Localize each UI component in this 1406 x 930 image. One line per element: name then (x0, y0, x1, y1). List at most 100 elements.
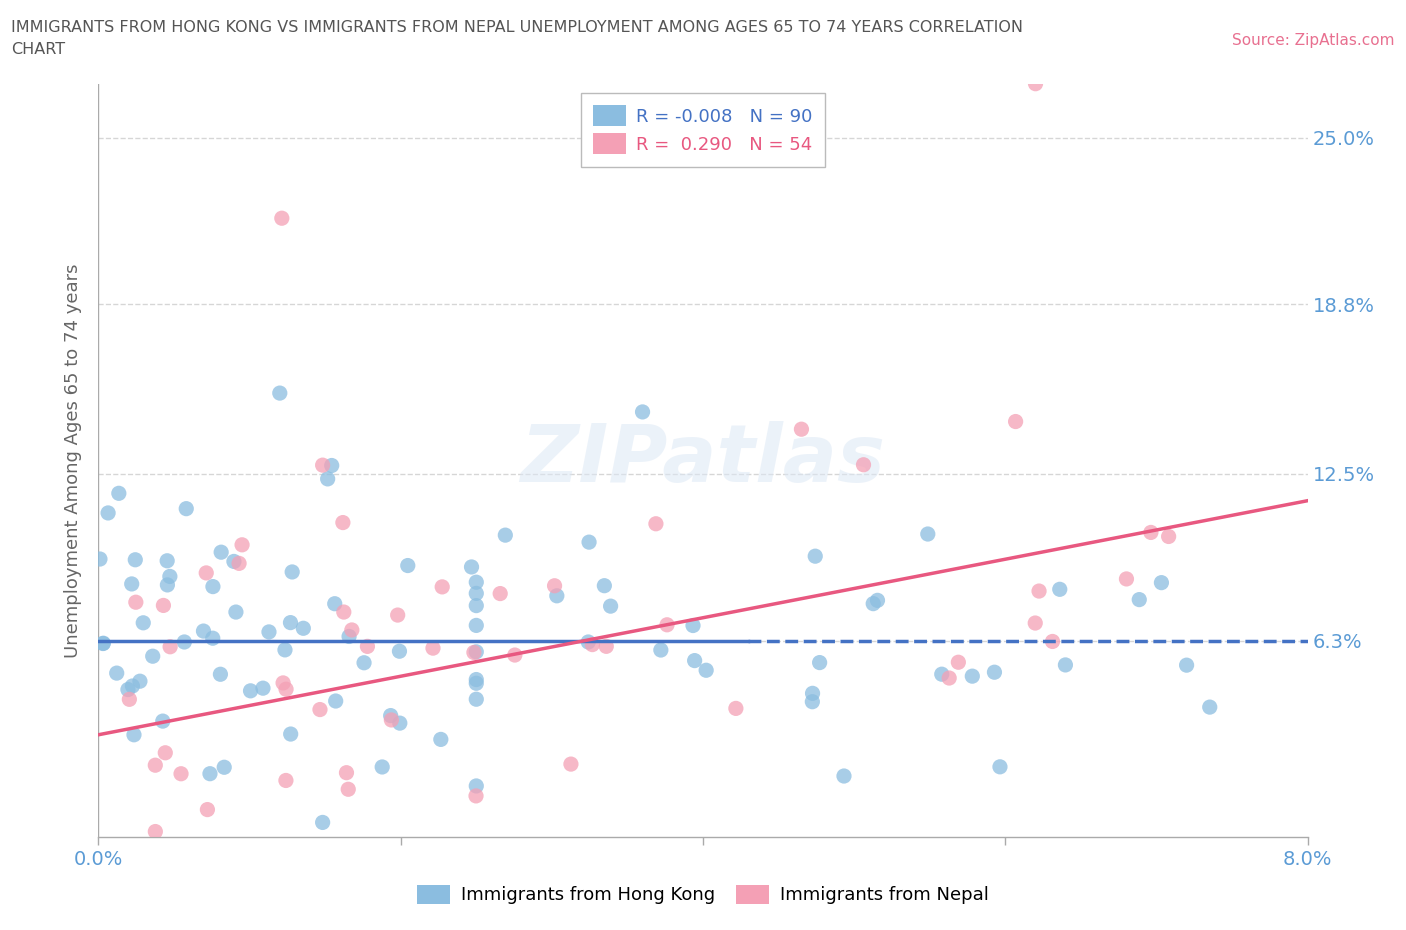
Point (465, 598, 488, 613)
Point (159, 639, 181, 654)
Point (1115, 572, 1137, 587)
Point (808, 655, 831, 670)
Point (152, 598, 174, 613)
Point (645, 516, 668, 531)
Point (430, 732, 453, 747)
Point (578, 535, 600, 550)
Point (494, 527, 516, 542)
Point (195, 565, 218, 580)
Point (325, 694, 347, 709)
Point (274, 773, 297, 788)
Point (581, 637, 603, 652)
Point (489, 586, 512, 601)
Y-axis label: Unemployment Among Ages 65 to 74 years: Unemployment Among Ages 65 to 74 years (65, 263, 83, 658)
Point (503, 647, 526, 662)
Point (801, 695, 824, 710)
Point (156, 553, 179, 568)
Text: Source: ZipAtlas.com: Source: ZipAtlas.com (1232, 33, 1395, 47)
Point (1025, 76, 1047, 91)
Point (333, 604, 356, 619)
Point (197, 803, 219, 817)
Point (560, 757, 582, 772)
Point (1140, 525, 1163, 540)
Point (465, 618, 488, 632)
Point (97, 506, 120, 521)
Point (1004, 414, 1026, 429)
Point (1198, 699, 1220, 714)
Point (311, 815, 333, 830)
Point (239, 684, 262, 698)
Point (270, 211, 292, 226)
Point (465, 789, 488, 804)
Point (105, 666, 128, 681)
Point (465, 575, 488, 590)
Point (93, 636, 115, 651)
Point (252, 681, 274, 696)
Point (122, 727, 145, 742)
Point (1024, 616, 1046, 631)
Point (142, 649, 165, 664)
Point (938, 671, 960, 685)
Point (1054, 658, 1077, 672)
Point (170, 766, 193, 781)
Point (209, 667, 232, 682)
Point (356, 639, 378, 654)
Point (212, 760, 235, 775)
Point (89, 551, 111, 566)
Point (281, 565, 304, 579)
Point (387, 607, 409, 622)
Point (173, 634, 195, 649)
Point (388, 644, 411, 658)
Point (631, 405, 654, 419)
Point (1028, 584, 1050, 599)
Point (280, 726, 302, 741)
Point (650, 643, 672, 658)
Point (274, 682, 297, 697)
Point (337, 629, 360, 644)
Point (201, 579, 224, 594)
Point (593, 578, 616, 593)
Point (309, 702, 332, 717)
Point (790, 422, 813, 437)
Point (353, 656, 375, 671)
Point (852, 458, 875, 472)
Point (801, 686, 824, 701)
Point (321, 458, 343, 473)
Point (1128, 592, 1150, 607)
Point (108, 485, 131, 500)
Point (1042, 634, 1064, 649)
Point (465, 644, 488, 659)
Point (159, 569, 181, 584)
Point (460, 560, 482, 575)
Point (91, 636, 114, 651)
Point (724, 701, 747, 716)
Point (463, 645, 485, 660)
Point (388, 716, 411, 731)
Point (432, 579, 454, 594)
Point (1049, 582, 1071, 597)
Point (340, 622, 363, 637)
Point (143, 758, 166, 773)
Point (576, 634, 599, 649)
Point (396, 558, 419, 573)
Point (917, 526, 939, 541)
Point (866, 593, 889, 608)
Point (380, 712, 402, 727)
Point (222, 554, 245, 569)
Point (380, 708, 402, 723)
Point (948, 655, 970, 670)
Point (465, 778, 488, 793)
Point (465, 672, 488, 687)
Text: IMMIGRANTS FROM HONG KONG VS IMMIGRANTS FROM NEPAL UNEMPLOYMENT AMONG AGES 65 TO: IMMIGRANTS FROM HONG KONG VS IMMIGRANTS … (11, 20, 1024, 35)
Point (193, 624, 215, 639)
Text: CHART: CHART (11, 42, 65, 57)
Point (316, 472, 339, 486)
Point (124, 552, 146, 567)
Point (209, 545, 232, 560)
Text: ZIPatlas: ZIPatlas (520, 421, 886, 499)
Point (595, 639, 617, 654)
Point (257, 624, 280, 639)
Point (1150, 576, 1173, 591)
Point (337, 782, 360, 797)
Point (931, 667, 953, 682)
